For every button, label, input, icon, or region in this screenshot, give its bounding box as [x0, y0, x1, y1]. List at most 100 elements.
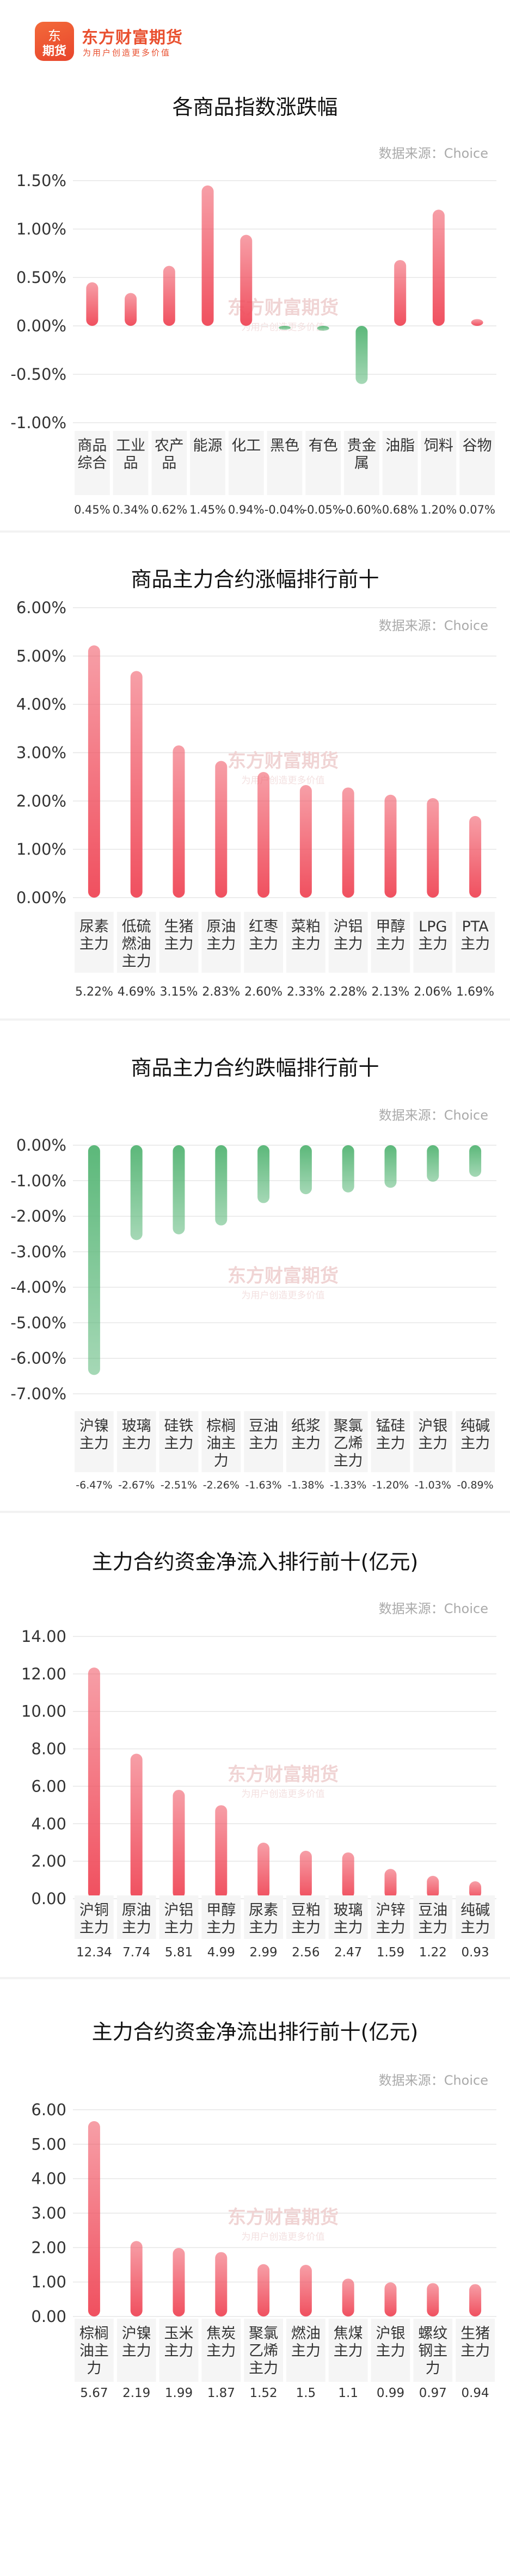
value-label: 2.83%	[202, 985, 240, 999]
category-label-bg	[421, 431, 457, 495]
value-label: -1.33%	[330, 1479, 366, 1491]
category-label: 尿素主力	[79, 918, 109, 953]
value-label: 1.87	[207, 2386, 235, 2400]
bar	[299, 785, 312, 898]
y-tick-label: 6.00	[31, 2101, 66, 2119]
y-tick-label: 2.00	[31, 1852, 66, 1870]
y-tick-label: 1.00%	[16, 840, 66, 858]
category-label: 沪镍主力	[79, 1418, 109, 1452]
bar	[279, 326, 291, 330]
bar	[163, 265, 175, 326]
category-label-bg	[328, 1411, 368, 1472]
y-tick-label: 4.00%	[16, 695, 66, 714]
value-label: 0.34%	[113, 503, 149, 516]
y-tick-label: -1.00%	[10, 413, 66, 432]
value-label: 2.13%	[372, 985, 410, 999]
category-label: 硅铁主力	[164, 1418, 194, 1452]
category-label: 谷物	[463, 437, 492, 454]
value-label: 1.22	[419, 1945, 447, 1960]
category-label-bg	[328, 2319, 368, 2382]
bar	[173, 1789, 185, 1899]
bar	[88, 1667, 100, 1899]
y-tick-label: 1.00	[31, 2273, 66, 2291]
value-label: 2.60%	[244, 985, 282, 999]
category-label: 低硫燃油主力	[122, 918, 151, 970]
category-label-bg	[159, 2319, 199, 2382]
bar	[88, 1145, 100, 1375]
bar	[130, 2241, 143, 2316]
y-tick-label: 2.00	[31, 2238, 66, 2257]
value-label: 0.94%	[228, 503, 265, 516]
data-source-label: 数据来源：Choice	[378, 1108, 488, 1123]
watermark-slogan: 为用户创造更多价值	[242, 1789, 325, 1800]
category-label: 能源	[193, 437, 223, 454]
y-tick-label: -5.00%	[10, 1313, 66, 1332]
value-label: -1.63%	[245, 1479, 281, 1491]
brand-name: 东方财富期货	[82, 28, 183, 47]
brand-slogan: 为用户创造更多价值	[83, 48, 171, 58]
category-label: 纯碱主力	[460, 1902, 490, 1936]
y-tick-label: 2.00%	[16, 792, 66, 810]
y-tick-label: -4.00%	[10, 1278, 66, 1296]
category-label-bg	[456, 2319, 495, 2382]
value-label: 2.47	[334, 1945, 362, 1960]
value-label: -1.03%	[415, 1479, 451, 1491]
category-label-bg	[201, 912, 241, 973]
bar	[86, 282, 99, 326]
category-label: 豆油主力	[418, 1902, 447, 1936]
category-label-bg	[75, 1411, 114, 1472]
watermark-slogan: 为用户创造更多价值	[242, 775, 325, 786]
y-tick-label: 1.50%	[16, 171, 66, 190]
bar	[384, 1869, 397, 1899]
category-label: 螺纹钢主力	[418, 2325, 447, 2377]
y-tick-label: 1.00%	[16, 220, 66, 238]
value-label: -2.67%	[118, 1479, 155, 1491]
bar	[299, 1145, 312, 1195]
bar	[173, 2247, 185, 2316]
category-label: 玻璃主力	[334, 1902, 363, 1936]
value-label: 1.20%	[421, 503, 457, 516]
value-label: -0.89%	[457, 1479, 493, 1491]
category-label-bg	[305, 431, 341, 495]
category-label: 燃油主力	[291, 2325, 321, 2359]
category-label-bg	[413, 912, 453, 973]
category-label: 沪银主力	[376, 2325, 405, 2359]
bar	[394, 260, 407, 326]
y-tick-label: 3.00%	[16, 744, 66, 762]
category-label-bg	[286, 2319, 325, 2382]
y-tick-label: 0.00	[31, 1889, 66, 1908]
bar	[342, 2278, 354, 2316]
data-source-label: 数据来源：Choice	[378, 618, 488, 633]
bar	[342, 1852, 354, 1899]
bar	[88, 645, 100, 898]
category-label: 有色	[309, 437, 338, 454]
bar	[427, 798, 439, 898]
bar	[201, 185, 214, 326]
chart-title: 商品主力合约涨幅排行前十	[131, 567, 379, 591]
category-label-bg	[244, 1411, 283, 1472]
value-label: 2.56	[292, 1945, 319, 1960]
value-label: 2.33%	[287, 985, 325, 999]
category-label: 沪锌主力	[376, 1902, 405, 1936]
bar	[215, 2252, 228, 2316]
category-label: 原油主力	[122, 1902, 151, 1936]
category-label-bg	[244, 2319, 283, 2382]
value-label: 0.62%	[151, 503, 187, 516]
bar	[88, 2121, 100, 2316]
value-label: -0.05%	[303, 503, 343, 516]
chart-title: 商品主力合约跌幅排行前十	[131, 1056, 379, 1080]
y-tick-label: 14.00	[21, 1627, 66, 1646]
bar	[469, 816, 482, 898]
bar	[240, 234, 253, 326]
value-label: -1.20%	[372, 1479, 409, 1491]
category-label-bg	[413, 1895, 453, 1939]
bar	[342, 1145, 354, 1193]
bar	[215, 761, 228, 898]
category-label-bg	[116, 2319, 156, 2382]
y-tick-label: -2.00%	[10, 1207, 66, 1226]
category-label: 农产品	[155, 437, 184, 472]
